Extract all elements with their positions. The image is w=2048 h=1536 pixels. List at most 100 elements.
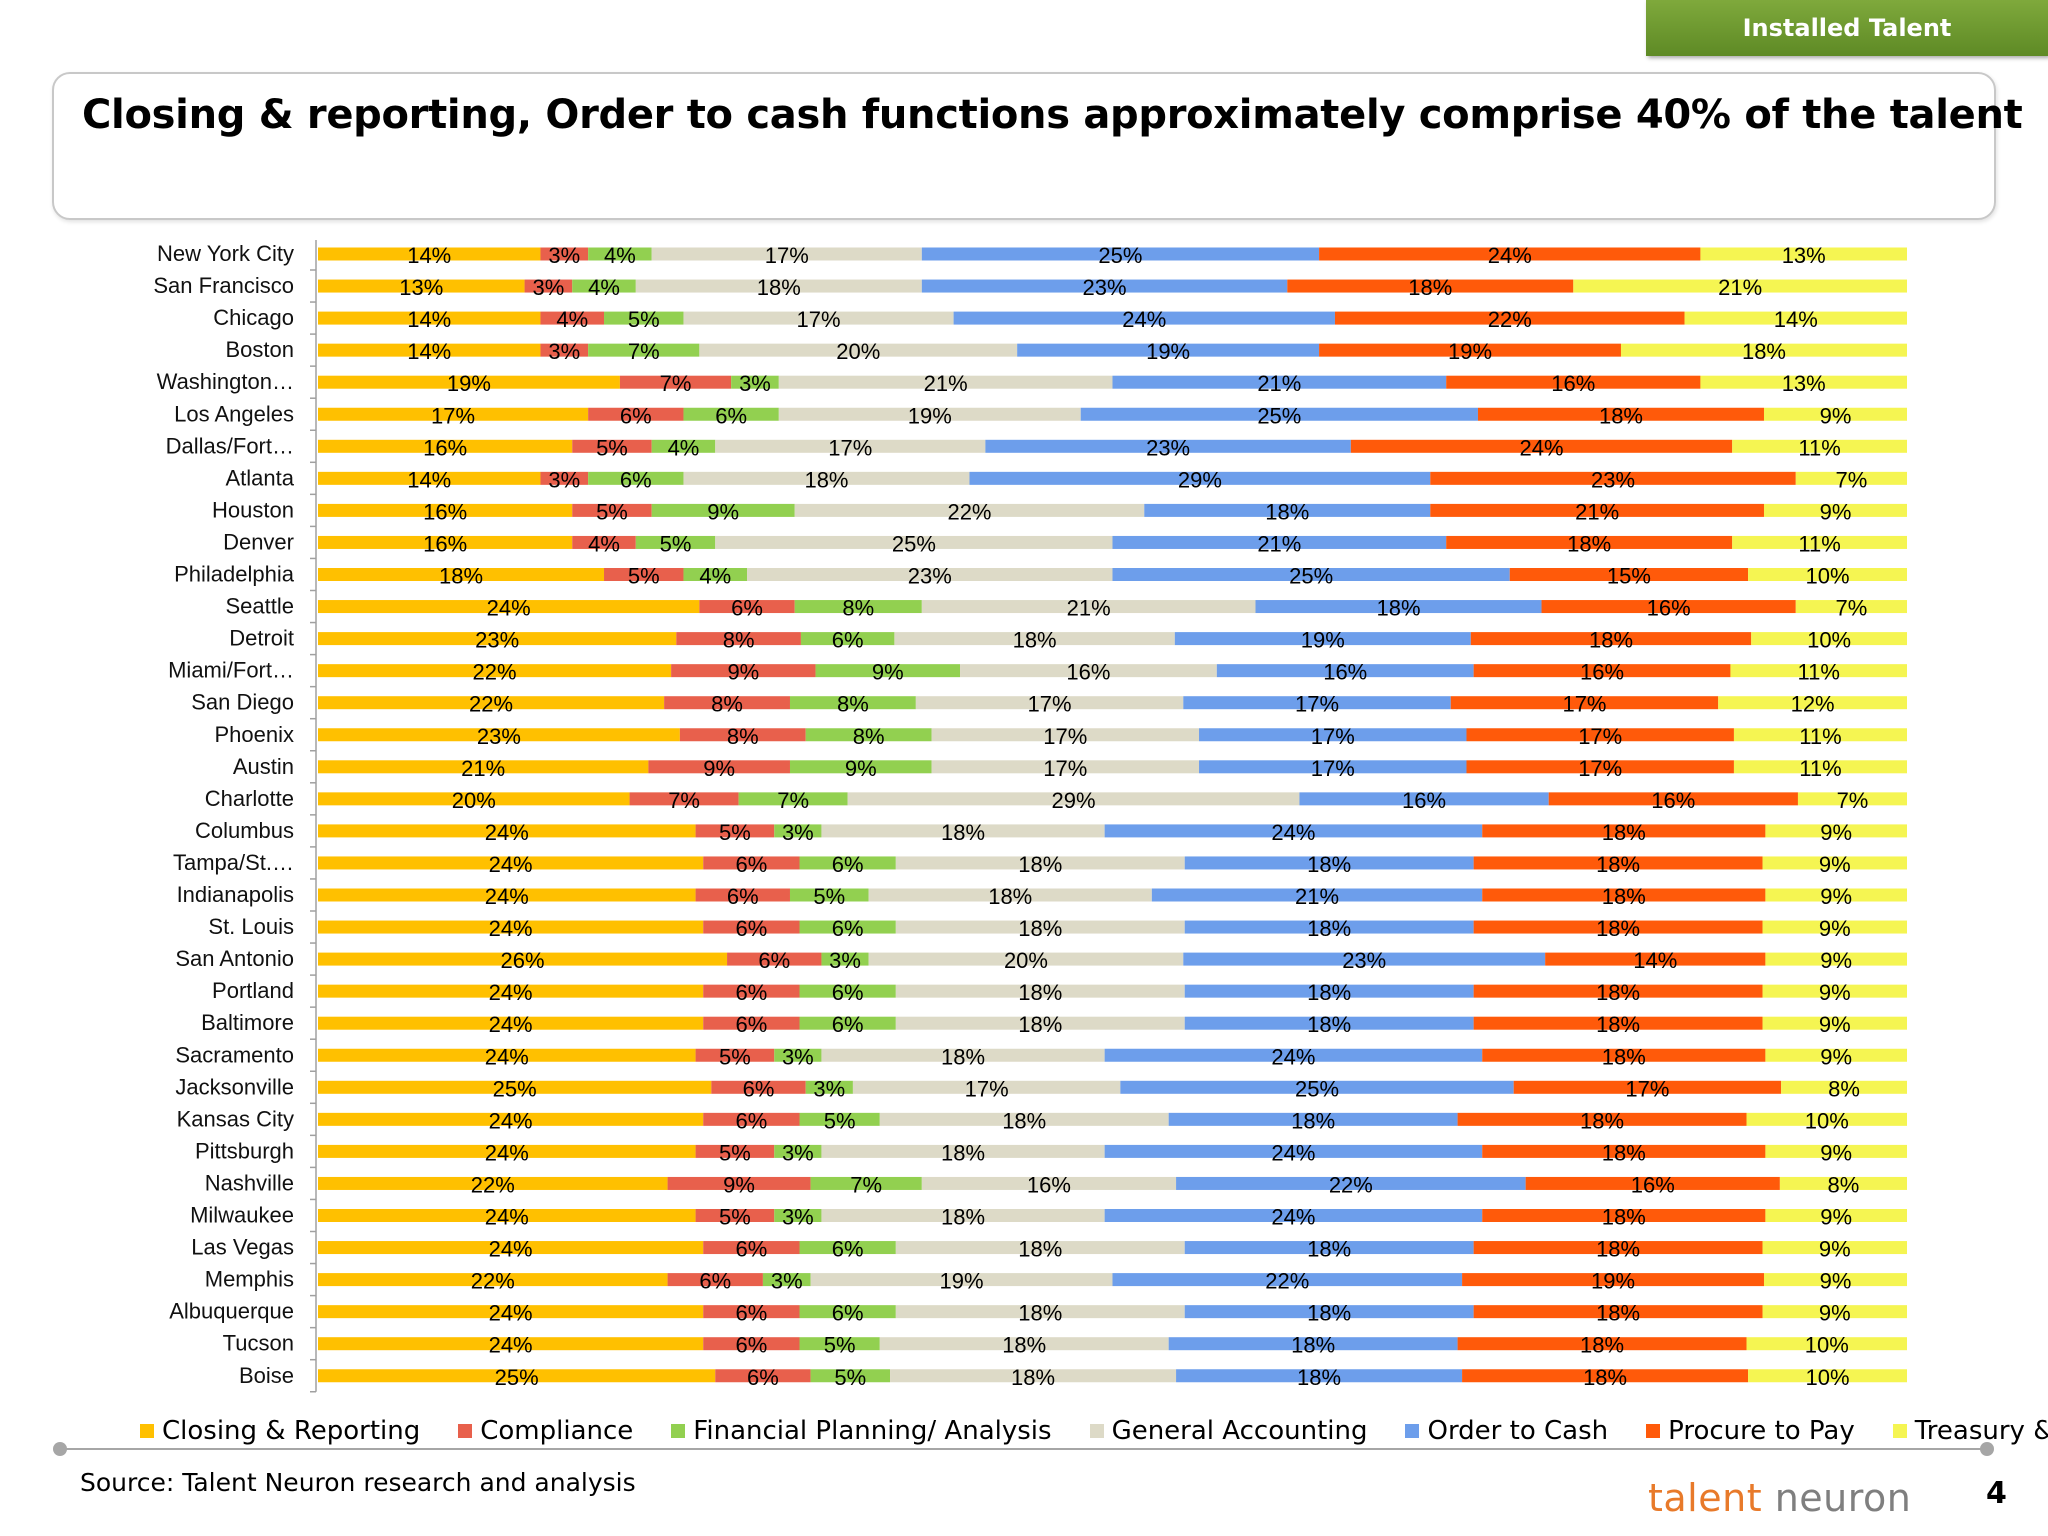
bar-segment — [318, 1305, 704, 1319]
bar-segment — [699, 600, 795, 614]
data-label: 24% — [1122, 307, 1166, 332]
bar-segment — [1732, 535, 1907, 549]
data-label: 18% — [941, 1140, 985, 1165]
data-label: 6% — [832, 852, 864, 877]
bar-segment — [540, 343, 589, 357]
logo-part-2: neuron — [1762, 1476, 1912, 1520]
bar-segment — [774, 1209, 822, 1222]
data-label: 21% — [1575, 499, 1619, 524]
bar-segment — [1473, 664, 1731, 678]
category-label: Tucson — [223, 1331, 294, 1356]
data-label: 18% — [439, 564, 483, 589]
bar-segment — [1457, 1112, 1747, 1126]
bar-segment — [318, 952, 728, 966]
bar-segment — [731, 375, 779, 389]
bar-segment — [894, 632, 1175, 646]
data-label: 23% — [1591, 467, 1635, 492]
bar-segment — [762, 1273, 811, 1287]
data-label: 19% — [1448, 339, 1492, 364]
legend-item-fpa: Financial Planning/ Analysis — [671, 1416, 1052, 1446]
bar-segment — [671, 664, 816, 678]
data-label: 18% — [1307, 916, 1351, 941]
bar-segment — [318, 1176, 668, 1190]
bar-segment — [821, 1048, 1105, 1062]
data-label: 6% — [735, 852, 767, 877]
bar-segment — [727, 952, 822, 966]
data-label: 18% — [1583, 1365, 1627, 1390]
bar-segment — [715, 439, 986, 453]
data-label: 18% — [1596, 1012, 1640, 1037]
bar-segment — [799, 920, 896, 934]
data-label: 7% — [628, 339, 660, 364]
data-label: 16% — [1580, 660, 1624, 685]
bar-segment — [318, 1209, 696, 1222]
data-label: 14% — [407, 339, 451, 364]
data-label: 9% — [1820, 403, 1852, 428]
bar-segment — [703, 984, 800, 998]
bar-segment — [1473, 1305, 1763, 1319]
category-label: Charlotte — [205, 786, 294, 811]
data-label: 3% — [782, 1044, 814, 1069]
data-label: 11% — [1799, 724, 1841, 749]
data-label: 13% — [399, 275, 443, 300]
data-label: 23% — [1146, 435, 1190, 460]
bar-segment — [683, 407, 779, 421]
data-label: 18% — [1307, 1237, 1351, 1262]
bar-segment — [774, 824, 822, 838]
bar-segment — [318, 471, 541, 485]
legend-label: Compliance — [480, 1416, 634, 1446]
data-label: 18% — [1018, 1301, 1062, 1326]
bar-segment — [695, 1048, 775, 1062]
bar-segment — [810, 1273, 1113, 1287]
category-label: Boston — [226, 337, 295, 362]
bar-segment — [318, 984, 704, 998]
data-label: 3% — [548, 339, 580, 364]
category-label: Boise — [239, 1363, 294, 1388]
data-label: 25% — [892, 531, 936, 556]
data-label: 6% — [620, 403, 652, 428]
data-label: 18% — [1596, 980, 1640, 1005]
data-label: 5% — [596, 435, 628, 460]
bar-segment — [695, 824, 775, 838]
bar-segment — [1334, 311, 1685, 325]
data-label: 6% — [758, 948, 790, 973]
data-label: 21% — [1257, 371, 1301, 396]
data-label: 17% — [1578, 756, 1622, 781]
bar-segment — [1470, 632, 1752, 646]
bar-segment — [774, 1048, 822, 1062]
data-label: 7% — [668, 788, 700, 813]
bar-segment — [921, 600, 1256, 614]
bar-segment — [683, 471, 970, 485]
bar-segment — [524, 279, 573, 293]
data-label: 17% — [431, 403, 475, 428]
divider-dot-left — [53, 1442, 67, 1456]
data-label: 9% — [1819, 980, 1851, 1005]
category-label: St. Louis — [208, 914, 294, 939]
data-label: 4% — [588, 275, 620, 300]
data-label: 18% — [1602, 1044, 1646, 1069]
data-label: 6% — [832, 980, 864, 1005]
bar-segment — [794, 503, 1145, 517]
bar-segment — [895, 920, 1185, 934]
data-label: 4% — [668, 435, 700, 460]
data-label: 6% — [620, 467, 652, 492]
data-label: 17% — [765, 243, 809, 268]
bar-segment — [1473, 1241, 1763, 1255]
bar-segment — [774, 1144, 822, 1158]
bar-segment — [318, 760, 649, 774]
bar-segment — [318, 375, 620, 389]
legend-label: Order to Cash — [1427, 1416, 1609, 1446]
bar-segment — [651, 439, 716, 453]
legend-swatch — [671, 1424, 686, 1438]
bar-segment — [789, 696, 916, 710]
bar-segment — [1104, 1144, 1483, 1158]
legend-label: General Accounting — [1111, 1416, 1368, 1446]
bar-segment — [1466, 728, 1734, 742]
bar-segment — [318, 247, 541, 261]
bar-segment — [572, 535, 636, 549]
data-label: 10% — [1806, 564, 1850, 589]
bar-segment — [699, 343, 1018, 357]
legend-swatch — [1089, 1424, 1104, 1438]
data-label: 17% — [1043, 724, 1087, 749]
data-label: 8% — [1828, 1076, 1860, 1101]
